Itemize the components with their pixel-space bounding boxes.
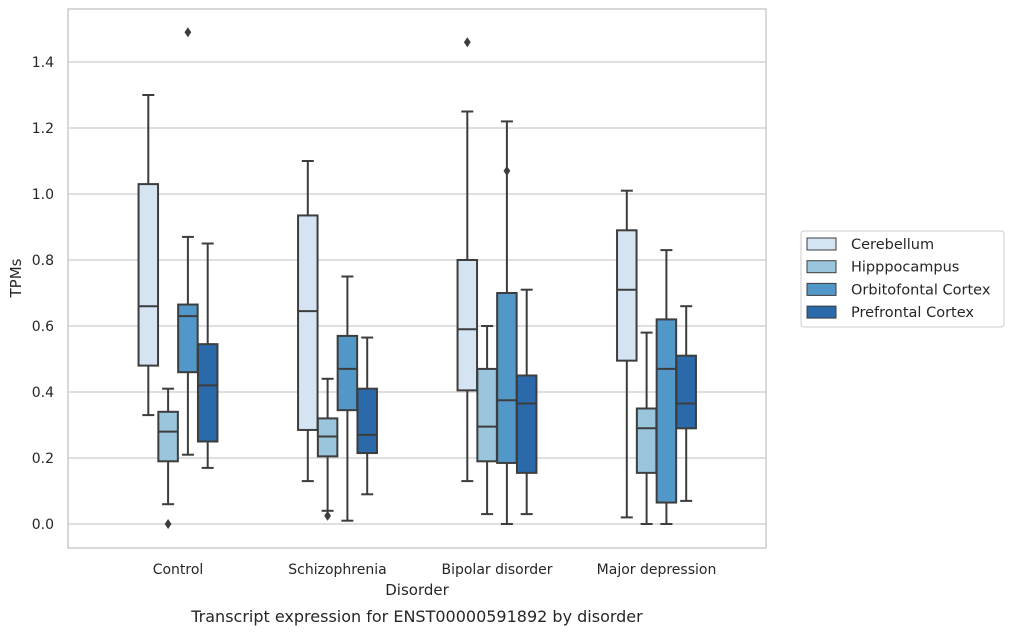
box-cerebellum-3 (616, 189, 638, 519)
box-iqr (655, 318, 678, 504)
box-prefrontal-cortex-2 (515, 288, 538, 516)
outlier-point (503, 165, 511, 176)
y-tick-label: 0.6 (32, 319, 54, 335)
box-cerebellum-2 (456, 37, 479, 483)
outlier-point (184, 27, 192, 38)
chart-caption: Transcript expression for ENST0000059189… (190, 607, 643, 626)
y-tick-label: 0.8 (32, 253, 54, 269)
x-axis-label: Disorder (385, 581, 449, 599)
legend-label: Orbitofontal Cortex (851, 282, 991, 298)
y-tick-label: 0.2 (32, 451, 54, 467)
outlier-point (463, 37, 471, 48)
legend-swatch (806, 237, 837, 251)
box-iqr (675, 354, 697, 430)
box-iqr (456, 259, 479, 392)
legend-label: Cerebellum (851, 237, 934, 253)
legend-frame (800, 230, 1005, 328)
box-hipppocampus-1 (316, 377, 339, 521)
outlier-point (164, 519, 172, 529)
box-prefrontal-cortex-3 (675, 305, 697, 502)
x-tick-label: Bipolar disorder (441, 562, 552, 578)
box-orbitofontal-cortex-2 (496, 120, 518, 525)
x-axis-ticks: Control Schizophrenia Bipolar disorder Majo… (153, 562, 717, 578)
box-iqr (157, 410, 179, 463)
y-tick-label: 1.2 (32, 121, 54, 137)
box-iqr (515, 374, 538, 474)
box-iqr (356, 387, 378, 455)
legend-label: Prefrontal Cortex (851, 305, 974, 321)
legend-swatch (806, 260, 837, 274)
box-iqr (137, 183, 160, 367)
outlier-point (324, 510, 331, 521)
legend: Cerebellum Hipppocampus Orbitofontal Corte… (800, 230, 1005, 328)
x-tick-label: Control (153, 562, 204, 578)
box-cerebellum-0 (137, 94, 160, 417)
y-tick-label: 1.4 (32, 55, 54, 71)
box-iqr (496, 292, 518, 464)
box-iqr (297, 214, 319, 431)
x-tick-label: Major depression (597, 562, 717, 578)
x-tick-label: Schizophrenia (288, 562, 386, 578)
box-cerebellum-1 (297, 160, 319, 483)
box-hipppocampus-2 (476, 325, 498, 516)
box-plot-series (137, 27, 697, 529)
box-iqr (616, 229, 638, 362)
legend-swatch (806, 282, 837, 296)
box-prefrontal-cortex-0 (196, 242, 219, 469)
box-orbitofontal-cortex-0 (177, 27, 199, 456)
box-orbitofontal-cortex-3 (655, 249, 678, 525)
box-iqr (336, 334, 359, 412)
box-prefrontal-cortex-1 (356, 336, 378, 496)
box-hipppocampus-3 (635, 331, 658, 525)
box-iqr (177, 303, 199, 374)
y-tick-label: 0.0 (32, 517, 54, 533)
box-iqr (635, 407, 658, 474)
y-axis-label: TPMs (7, 258, 25, 298)
y-tick-label: 0.4 (32, 385, 54, 401)
box-orbitofontal-cortex-1 (336, 275, 359, 522)
legend-swatch (806, 305, 837, 319)
legend-label: Hipppocampus (851, 260, 959, 276)
y-axis-ticks: 0.0 0.2 0.4 0.6 0.8 1.0 1.2 1.4 (32, 55, 54, 533)
box-hipppocampus-0 (157, 387, 179, 529)
plot-area-frame (67, 8, 767, 549)
box-iqr (476, 367, 498, 463)
box-iqr (196, 343, 219, 443)
y-tick-label: 1.0 (32, 187, 54, 203)
